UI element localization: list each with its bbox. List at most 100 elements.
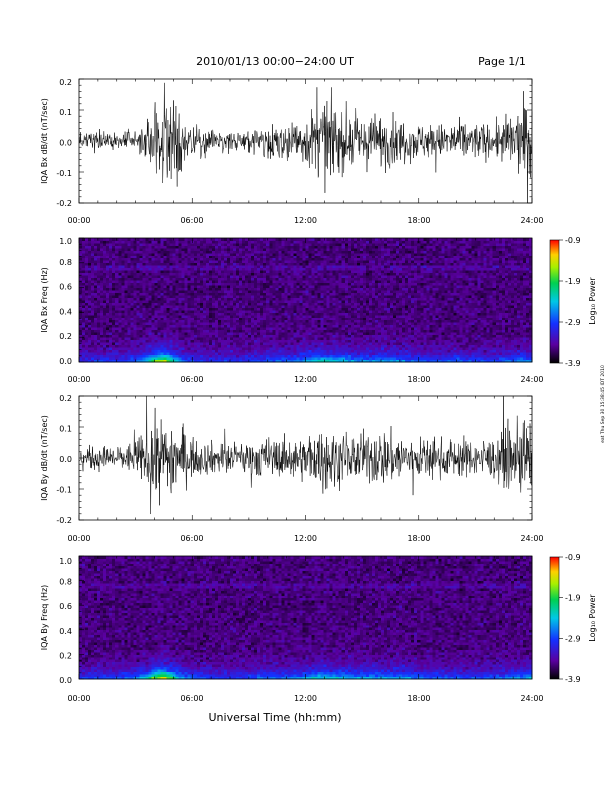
bx-spectrogram-cell xyxy=(208,337,213,341)
bx-spectrogram-cell xyxy=(347,319,352,323)
bx-spectrogram-cell xyxy=(287,260,291,264)
bx-spectrogram-cell xyxy=(293,322,297,326)
bx-spectrogram-cell xyxy=(85,347,89,350)
bx-spectrogram-cell xyxy=(196,309,201,313)
bx-spectrogram-cell xyxy=(251,247,255,251)
bx-spectrogram-cell xyxy=(79,334,83,338)
bx-spectrogram-cell xyxy=(233,295,237,298)
bx-spectrogram-cell xyxy=(323,324,328,328)
bx-spectrogram-cell xyxy=(296,349,300,353)
bx-spectrogram-cell xyxy=(341,287,346,291)
bx-spectrogram-cell xyxy=(284,260,288,264)
bx-spectrogram-cell xyxy=(266,324,270,328)
bx-spectrogram-cell xyxy=(163,304,167,308)
bx-spectrogram-cell xyxy=(233,260,237,264)
bx-spectrogram-cell xyxy=(332,304,337,308)
bx-spectrogram-cell xyxy=(344,354,349,358)
bx-spectrogram-cell xyxy=(233,292,237,296)
bx-spectrogram-cell xyxy=(338,332,343,336)
bx-spectrogram-cell xyxy=(287,252,291,256)
bx-spectrogram-cell xyxy=(214,265,219,269)
bx-spectrogram-cell xyxy=(223,342,228,346)
bx-spectrogram-cell xyxy=(308,334,312,338)
bx-spectrogram-cell xyxy=(335,295,340,298)
bx-spectrogram-cell xyxy=(217,242,222,246)
bx-spectrogram-cell xyxy=(269,265,273,269)
bx-spectrogram-cell xyxy=(157,292,161,296)
bx-spectrogram-cell xyxy=(269,327,273,331)
bx-spectrogram-cell xyxy=(362,277,367,281)
bx-spectrogram-cell xyxy=(217,302,222,306)
bx-spectrogram-cell xyxy=(118,242,122,246)
bx-spectrogram-cell xyxy=(272,322,276,326)
bx-spectrogram-cell xyxy=(79,300,83,303)
bx-spectrogram-cell xyxy=(332,357,337,360)
bx-spectrogram-cell xyxy=(109,344,113,348)
bx-spectrogram-cell xyxy=(199,290,204,293)
bx-spectrogram-cell xyxy=(278,352,282,355)
bx-spectrogram-cell xyxy=(281,287,285,291)
bx-spectrogram-cell xyxy=(269,302,273,306)
bx-spectrogram-cell xyxy=(163,342,167,346)
bx-spectrogram-cell xyxy=(368,342,373,346)
bx-spectrogram-cell xyxy=(145,312,149,316)
bx-spectrogram-cell xyxy=(293,319,297,323)
bx-spectrogram-cell xyxy=(263,277,267,281)
bx-spectrogram-cell xyxy=(269,272,273,276)
bx-spectrogram-cell xyxy=(160,327,164,331)
bx-spectrogram-cell xyxy=(332,344,337,348)
bx-spectrogram-cell xyxy=(220,312,225,316)
bx-spectrogram-cell xyxy=(175,262,180,266)
bx-spectrogram-cell xyxy=(263,324,267,328)
bx-spectrogram-cell xyxy=(184,260,189,264)
bx-spectrogram-cell xyxy=(115,250,119,254)
bx-spectrogram-cell xyxy=(166,267,170,271)
bx-spectrogram-cell xyxy=(368,352,373,355)
bx-spectrogram-cell xyxy=(148,347,152,350)
bx-spectrogram-cell xyxy=(175,314,180,318)
bx-spectrogram-cell xyxy=(326,267,331,271)
bx-spectrogram-cell xyxy=(236,282,240,286)
bx-spectrogram-cell xyxy=(124,322,128,326)
bx-spectrogram-cell xyxy=(272,357,276,360)
bx-spectrogram-cell xyxy=(112,327,116,331)
bx-spectrogram-cell xyxy=(275,332,279,336)
bx-spectrogram-cell xyxy=(124,245,128,249)
bx-spectrogram-cell xyxy=(311,300,315,303)
bx-spectrogram-cell xyxy=(362,334,367,338)
bx-spectrogram-cell xyxy=(359,302,364,306)
bx-spectrogram-cell xyxy=(196,342,201,346)
bx-spectrogram-cell xyxy=(263,275,267,279)
bx-spectrogram-cell xyxy=(236,302,240,306)
bx-spectrogram-cell xyxy=(136,319,140,323)
bx-spectrogram-cell xyxy=(344,277,349,281)
bx-spectrogram-cell xyxy=(260,334,264,338)
bx-spectrogram-cell xyxy=(290,317,294,321)
bx-spectrogram-cell xyxy=(230,319,234,323)
bx-spectrogram-cell xyxy=(193,277,198,281)
bx-spectrogram-cell xyxy=(233,257,237,261)
bx-spectrogram-cell xyxy=(169,285,174,288)
bx-spectrogram-cell xyxy=(217,329,222,333)
bx-spectrogram-cell xyxy=(163,242,167,246)
bx-spectrogram-cell xyxy=(317,339,321,343)
bx-spectrogram-cell xyxy=(299,324,303,328)
bx-spectrogram-cell xyxy=(233,300,237,303)
bx-spectrogram-cell xyxy=(121,252,125,256)
bx-spectrogram-cell xyxy=(208,312,213,316)
bx-spectrogram-cell xyxy=(88,257,92,261)
bx-spectrogram-cell xyxy=(236,290,240,293)
bx-spectrogram-cell xyxy=(287,255,291,259)
bx-spectrogram-cell xyxy=(139,347,143,350)
bx-spectrogram-cell xyxy=(226,319,231,323)
bx-spectrogram-cell xyxy=(239,247,243,251)
bx-spectrogram-cell xyxy=(347,302,352,306)
bx-spectrogram-cell xyxy=(190,295,195,298)
bx-spectrogram-cell xyxy=(85,319,89,323)
bx-spectrogram-cell xyxy=(109,347,113,350)
bx-spectrogram-cell xyxy=(142,309,146,313)
bx-spectrogram-cell xyxy=(260,317,264,321)
bx-spectrogram-cell xyxy=(332,287,337,291)
bx-spectrogram-cell xyxy=(368,317,373,321)
